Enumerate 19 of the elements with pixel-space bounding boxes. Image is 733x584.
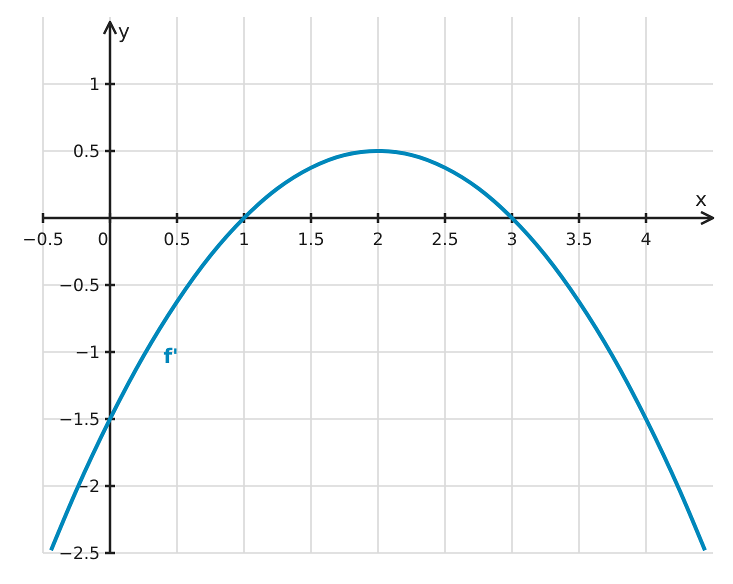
y-tick-label: −1 (74, 343, 100, 363)
x-tick-label: 0 (98, 230, 108, 250)
x-tick-label: 2 (372, 230, 384, 250)
y-tick-label: −1.5 (58, 410, 100, 430)
x-tick-label: 3.5 (565, 230, 593, 250)
x-tick-label: 4 (640, 230, 652, 250)
x-tick-label: 2.5 (431, 230, 459, 250)
x-tick-label: 0.5 (163, 230, 191, 250)
x-tick-label: 1 (238, 230, 250, 250)
x-tick-label: 1.5 (297, 230, 325, 250)
y-tick-label: −2.5 (58, 544, 100, 564)
y-tick-label: −0.5 (58, 276, 100, 296)
series-label: f' (164, 344, 178, 368)
x-axis-title: x (695, 187, 708, 211)
y-tick-label: 0.5 (72, 142, 100, 162)
x-tick-label: 3 (506, 230, 518, 250)
y-axis-title: y (118, 19, 130, 43)
x-tick-label: −0.5 (22, 230, 64, 250)
y-tick-label: 1 (89, 75, 100, 95)
